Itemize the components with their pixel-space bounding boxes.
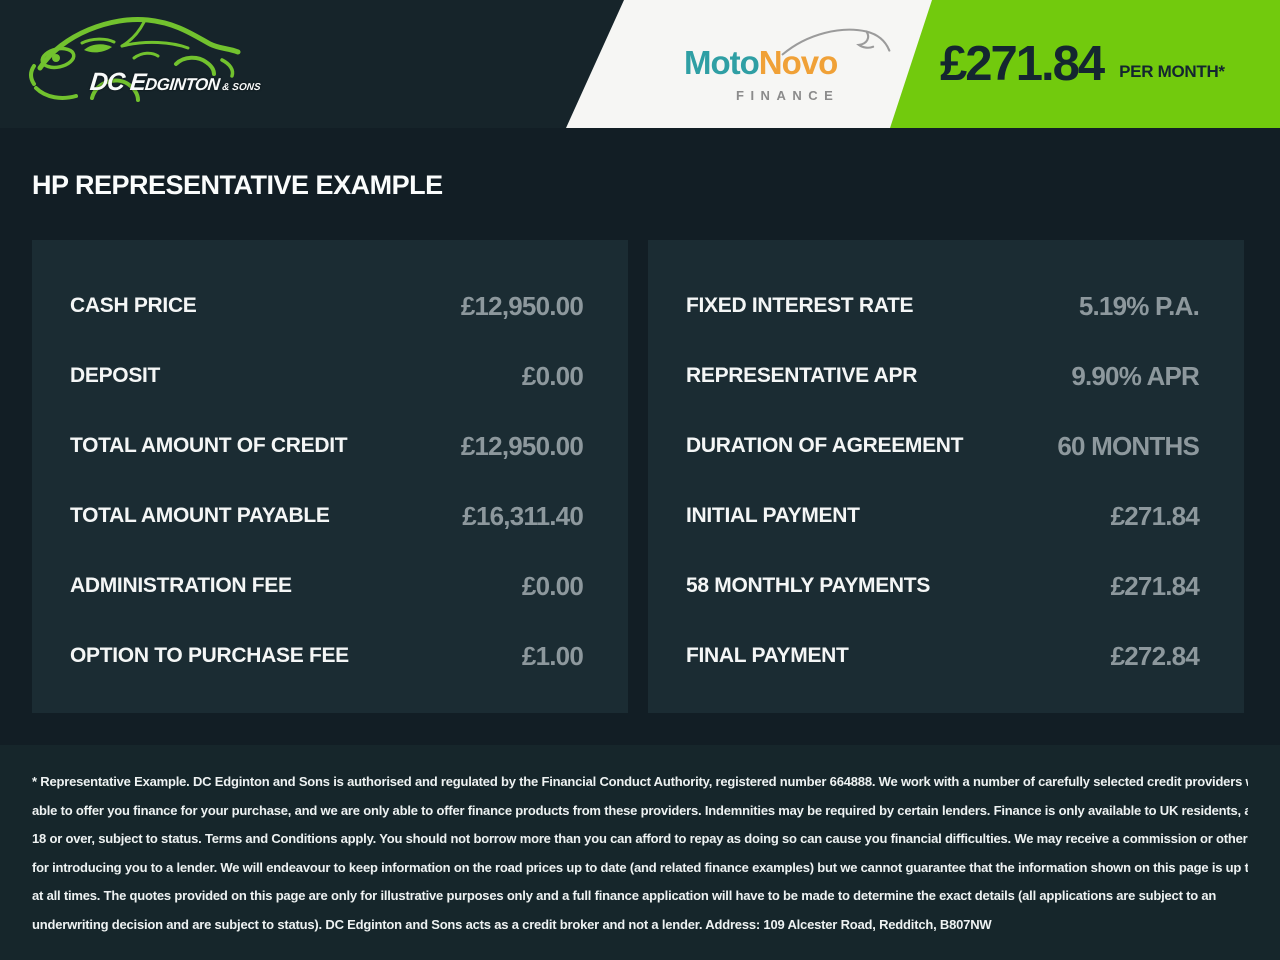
motonovo-wordmark: MotoNovo [684, 44, 837, 82]
finance-value: £272.84 [1110, 640, 1200, 671]
finance-label: ADMINISTRATION FEE [70, 574, 292, 597]
finance-value: £271.84 [1110, 500, 1200, 531]
monthly-price-banner: £271.84 PER MONTH* [890, 0, 1280, 128]
finance-label: CASH PRICE [70, 294, 197, 317]
motonovo-car-swoosh-icon [778, 22, 894, 62]
header: DC EDGINTON& SONS MotoNovo FINANCE £271.8… [0, 0, 1280, 128]
page-title: HP REPRESENTATIVE EXAMPLE [32, 170, 443, 200]
finance-value: 9.90% APR [1071, 360, 1199, 391]
motonovo-word-finance: FINANCE [736, 88, 840, 103]
finance-value: £1.00 [521, 640, 584, 671]
table-row: CASH PRICE £12,950.00 [70, 271, 584, 341]
finance-value: £0.00 [521, 360, 584, 391]
disclaimer-line: * Representative Example. DC Edginton an… [32, 774, 1248, 789]
finance-value: 60 MONTHS [1057, 430, 1199, 461]
table-row: FINAL PAYMENT £272.84 [686, 621, 1200, 691]
finance-value: £16,311.40 [462, 500, 584, 531]
finance-panels: CASH PRICE £12,950.00 DEPOSIT £0.00 TOTA… [32, 240, 1248, 713]
main-content: HP REPRESENTATIVE EXAMPLE CASH PRICE £12… [0, 128, 1280, 713]
table-row: DURATION OF AGREEMENT 60 MONTHS [686, 411, 1200, 481]
dealer-logo: DC EDGINTON& SONS [26, 4, 286, 124]
motonovo-word-moto: Moto [684, 44, 759, 81]
finance-value: £12,950.00 [460, 290, 584, 321]
price-period: PER MONTH* [1119, 62, 1225, 81]
table-row: 58 MONTHLY PAYMENTS £271.84 [686, 551, 1200, 621]
disclaimer-line: for introducing you to a lender. We will… [32, 859, 1248, 875]
finance-panel-left: CASH PRICE £12,950.00 DEPOSIT £0.00 TOTA… [32, 240, 628, 713]
finance-label: TOTAL AMOUNT OF CREDIT [70, 434, 348, 457]
finance-label: OPTION TO PURCHASE FEE [70, 644, 349, 667]
table-row: ADMINISTRATION FEE £0.00 [70, 551, 584, 621]
finance-label: DEPOSIT [70, 364, 161, 387]
table-row: INITIAL PAYMENT £271.84 [686, 481, 1200, 551]
finance-label: FIXED INTEREST RATE [686, 294, 914, 317]
disclaimer-line: 18 or over, subject to status. Terms and… [32, 831, 1248, 846]
disclaimer-line: underwriting decision and are subject to… [32, 916, 992, 932]
table-row: OPTION TO PURCHASE FEE £1.00 [70, 621, 584, 691]
finance-label: 58 MONTHLY PAYMENTS [686, 574, 931, 597]
finance-value: £12,950.00 [460, 430, 584, 461]
finance-label: INITIAL PAYMENT [686, 504, 860, 527]
dealer-name-rest: DGINTON [143, 75, 221, 94]
finance-label: DURATION OF AGREEMENT [686, 434, 964, 457]
table-row: REPRESENTATIVE APR 9.90% APR [686, 341, 1200, 411]
dealer-name-suffix: & SONS [221, 82, 262, 93]
table-row: DEPOSIT £0.00 [70, 341, 584, 411]
dealer-car-logo-icon [29, 16, 241, 102]
table-row: TOTAL AMOUNT PAYABLE £16,311.40 [70, 481, 584, 551]
finance-panel-right: FIXED INTEREST RATE 5.19% P.A. REPRESENT… [648, 240, 1244, 713]
finance-label: FINAL PAYMENT [686, 644, 849, 667]
table-row: TOTAL AMOUNT OF CREDIT £12,950.00 [70, 411, 584, 481]
disclaimer: * Representative Example. DC Edginton an… [0, 745, 1280, 960]
disclaimer-line: at all times. The quotes provided on thi… [32, 888, 1217, 903]
dealer-name: DC EDGINTON& SONS [88, 68, 262, 97]
finance-label: TOTAL AMOUNT PAYABLE [70, 504, 330, 527]
disclaimer-line: able to offer you finance for your purch… [32, 802, 1248, 818]
table-row: FIXED INTEREST RATE 5.19% P.A. [686, 271, 1200, 341]
finance-value: £271.84 [1110, 570, 1200, 601]
dealer-name-dc: DC [88, 68, 126, 96]
finance-label: REPRESENTATIVE APR [686, 364, 918, 387]
monthly-price: £271.84 [940, 36, 1105, 91]
finance-value: 5.19% P.A. [1078, 290, 1200, 321]
motonovo-word-novo: Novo [758, 44, 838, 81]
lender-panel: MotoNovo FINANCE [566, 0, 942, 128]
finance-value: £0.00 [521, 570, 584, 601]
